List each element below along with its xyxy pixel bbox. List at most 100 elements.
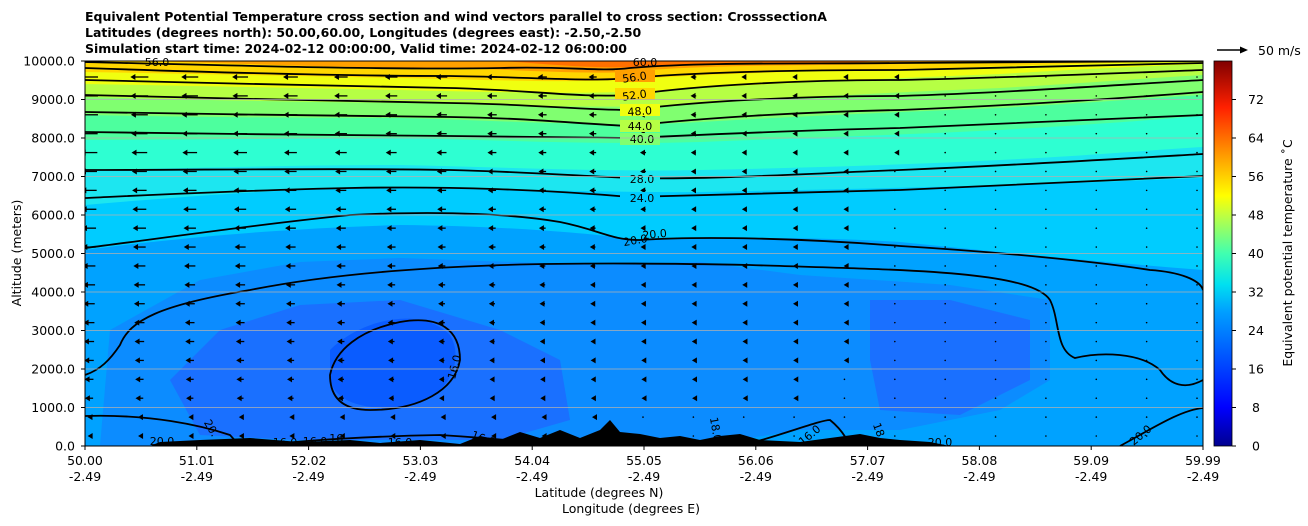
wind-vector (640, 168, 646, 175)
wind-vector (742, 357, 748, 364)
x-axis-label-longitude: Longitude (degrees E) (562, 501, 700, 516)
wind-vector (1095, 302, 1098, 305)
contour-label: 18.0 (707, 416, 724, 442)
wind-vector (541, 433, 547, 439)
wind-vector (1196, 435, 1198, 437)
wind-vector (487, 168, 497, 175)
wind-vector (944, 246, 946, 248)
wind-vector (590, 357, 596, 364)
wind-vector (691, 300, 697, 307)
wind-vector (184, 262, 196, 269)
wind-vector (894, 284, 896, 286)
wind-vector (87, 433, 93, 439)
colorbar-tick-label: 48 (1248, 208, 1264, 223)
wind-vector (691, 262, 697, 269)
wind-vector (133, 262, 146, 269)
quiver-key: 50 m/s (1217, 43, 1301, 58)
wind-vector (138, 433, 144, 439)
x-tick-label-latitude: 57.07 (850, 453, 886, 468)
wind-vector (792, 262, 798, 269)
wind-vector (439, 395, 445, 402)
wind-vector (1145, 378, 1148, 381)
wind-vector (540, 395, 546, 402)
contour-label: 44.0 (628, 120, 653, 133)
wind-vector (537, 74, 547, 80)
wind-vector (1045, 378, 1047, 381)
wind-vector (843, 225, 849, 232)
wind-vector (1095, 359, 1098, 362)
wind-vector (994, 227, 997, 229)
wind-vector (994, 95, 997, 97)
wind-vector (792, 225, 798, 232)
field-region-16b (870, 300, 1030, 415)
wind-vector (994, 284, 997, 286)
wind-vector (1095, 170, 1098, 173)
wind-vector (588, 111, 597, 118)
y-tick-label: 2000.0 (31, 362, 75, 377)
wind-vector (741, 168, 747, 175)
wind-vector (489, 376, 495, 383)
wind-vector (184, 281, 196, 288)
wind-vector (588, 130, 597, 137)
contour-label-group: 56.0 52.0 48.0 44.0 40.0 28.0 24.0 20.0 … (145, 56, 1155, 449)
x-tick-label-longitude: -2.49 (181, 469, 213, 484)
wind-vector (1095, 397, 1098, 400)
wind-vector (742, 319, 748, 326)
wind-vector (1095, 416, 1098, 418)
wind-vector (488, 262, 496, 269)
wind-vector (538, 168, 547, 175)
wind-vector (438, 300, 445, 307)
wind-vector (85, 357, 94, 364)
wind-vector (183, 244, 196, 251)
wind-vector (994, 340, 997, 343)
wind-vector (894, 397, 896, 400)
wind-vector (1045, 435, 1047, 437)
wind-vector (337, 338, 345, 345)
wind-vector (741, 92, 747, 99)
wind-vector (238, 414, 244, 421)
wind-vector (1145, 359, 1148, 362)
wind-vector (1145, 416, 1148, 418)
wind-vector (488, 244, 496, 251)
wind-vector (944, 302, 946, 305)
wind-vector (1095, 208, 1098, 211)
wind-vector (437, 281, 446, 288)
wind-vector (894, 130, 900, 137)
chart-title-line-2: Latitudes (degrees north): 50.00,60.00, … (85, 25, 642, 40)
wind-vector (691, 281, 697, 288)
wind-vector (690, 130, 697, 137)
wind-vector (692, 376, 698, 383)
wind-vector (234, 206, 247, 213)
wind-vector (487, 130, 497, 137)
wind-vector (436, 92, 448, 99)
wind-vector (131, 130, 148, 137)
wind-vector (1045, 151, 1047, 154)
wind-vector (994, 416, 997, 418)
wind-vector (843, 149, 849, 156)
y-tick-label: 9000.0 (31, 92, 75, 107)
wind-vector (1145, 208, 1148, 211)
wind-vector (385, 92, 398, 99)
wind-vector (894, 170, 896, 173)
x-tick-label-latitude: 56.06 (738, 453, 774, 468)
wind-vector (994, 246, 997, 248)
wind-vector (590, 300, 596, 307)
wind-vector (335, 206, 347, 213)
x-tick-label-longitude: -2.49 (740, 469, 772, 484)
wind-vector (489, 319, 495, 326)
wind-vector (387, 281, 396, 288)
wind-vector (134, 357, 144, 364)
wind-vector (742, 376, 748, 383)
wind-vector (793, 416, 795, 418)
wind-vector (793, 357, 799, 364)
wind-vector (337, 376, 344, 383)
wind-vector (335, 168, 347, 175)
wind-vector (85, 76, 98, 78)
wind-vector (539, 300, 546, 307)
wind-vector (894, 359, 896, 362)
wind-vector (591, 414, 597, 421)
contour-label: 20.0 (928, 436, 953, 449)
wind-vector (238, 433, 244, 439)
x-tick-label-latitude: 51.01 (179, 453, 215, 468)
